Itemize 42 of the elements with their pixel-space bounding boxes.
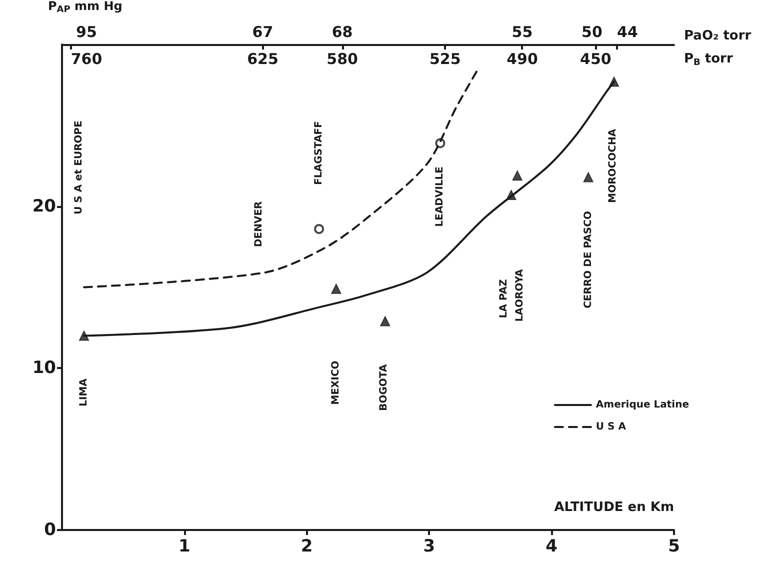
point (314, 224, 324, 234)
x-tick-label: 4 (546, 536, 558, 556)
annotation: LAOROYA (514, 268, 526, 322)
y-tick-label: 10 (32, 358, 56, 378)
annotation: U S A et EUROPE (74, 120, 85, 214)
annotation: CERRO DE PASCO (582, 211, 594, 308)
point (79, 330, 90, 341)
annotation: 450 (580, 50, 612, 68)
annotation: LEADVILLE (434, 166, 446, 227)
text: PaO₂ torr (684, 28, 752, 44)
x-tick-label: 5 (668, 536, 680, 556)
annotation: 580 (326, 50, 358, 68)
annotation: MEXICO (330, 360, 342, 405)
annotation: 490 (506, 50, 538, 68)
x-tick-label: 2 (300, 536, 313, 556)
annotation: MOROCOCHA (607, 128, 618, 203)
annotation: LIMA (78, 378, 90, 406)
text: 50 (582, 23, 602, 41)
y-tick-label: 20 (32, 196, 56, 216)
x-tick-label: 1 (178, 536, 190, 556)
annotation: 525 (429, 50, 461, 68)
point (331, 284, 342, 294)
text: 44 (617, 23, 638, 41)
annotation: LA PAZ (498, 279, 510, 318)
annotation: 760 (70, 50, 102, 68)
annotation: BOGOTA (378, 364, 390, 411)
x-tick-label: 3 (423, 536, 436, 556)
point (583, 172, 594, 182)
point (380, 316, 390, 326)
legend-label: U S A (596, 422, 626, 432)
annotation: 625 (247, 50, 278, 68)
line-series (83, 68, 480, 288)
text: 67 (252, 23, 274, 41)
point (512, 170, 522, 181)
text: 55 (512, 23, 533, 41)
x-axis-title: ALTITUDE en Km (554, 500, 674, 515)
text: 95 (76, 23, 97, 41)
text: 68 (332, 23, 353, 41)
y-tick-label: 0 (44, 520, 56, 540)
annotation: DENVER (254, 200, 265, 248)
annotation: FLAGSTAFF (314, 121, 325, 185)
legend-label: Amerique Latine (596, 400, 690, 410)
